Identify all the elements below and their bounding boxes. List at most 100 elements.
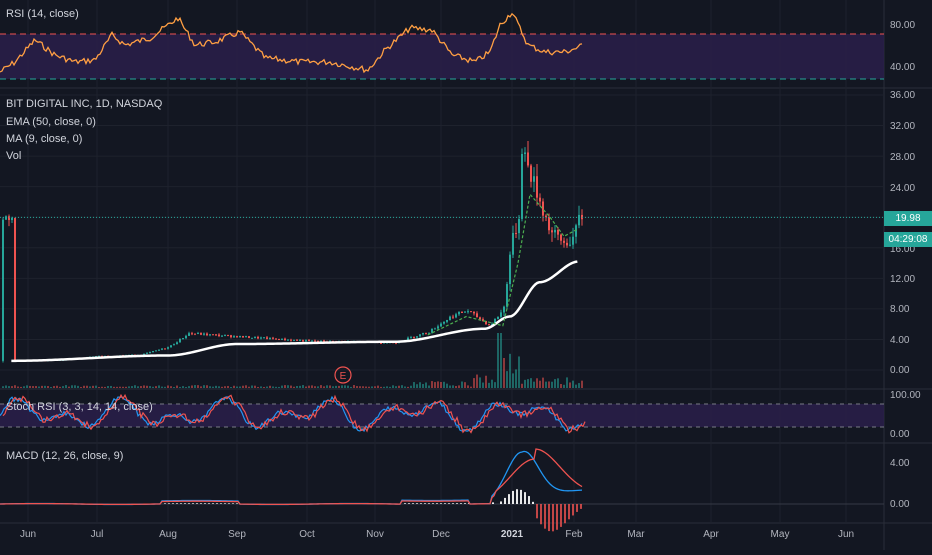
candle-body xyxy=(254,336,256,338)
volume-bar xyxy=(257,386,259,388)
volume-bar xyxy=(137,386,139,388)
volume-bar xyxy=(356,386,358,388)
volume-bar xyxy=(35,386,37,388)
candle-body xyxy=(209,334,211,336)
macd-label[interactable]: MACD (12, 26, close, 9) xyxy=(6,450,124,462)
volume-bar xyxy=(371,386,373,388)
volume-bar xyxy=(254,385,256,388)
volume-bar xyxy=(482,382,484,388)
macd-histogram-bar xyxy=(460,503,462,504)
macd-histogram-bar xyxy=(500,501,502,504)
macd-histogram-bar xyxy=(516,489,518,504)
volume-bar xyxy=(509,353,511,388)
volume-bar xyxy=(146,385,148,388)
candle-body xyxy=(269,337,271,339)
symbol-title[interactable]: BIT DIGITAL INC, 1D, NASDAQ xyxy=(6,98,163,110)
volume-bar xyxy=(269,385,271,388)
macd-histogram-bar xyxy=(212,503,214,504)
macd-histogram-bar xyxy=(204,503,206,504)
macd-histogram-bar xyxy=(180,503,182,504)
candle-body xyxy=(494,319,496,325)
volume-bar xyxy=(287,385,289,388)
volume-bar xyxy=(473,378,475,388)
candle-body xyxy=(539,197,541,202)
volume-bar xyxy=(236,386,238,388)
volume-bar xyxy=(575,384,577,388)
volume-label[interactable]: Vol xyxy=(6,150,22,162)
volume-bar xyxy=(443,381,445,388)
macd-histogram-bar xyxy=(224,503,226,504)
volume-bar xyxy=(92,385,94,388)
macd-histogram-bar xyxy=(232,503,234,504)
volume-bar xyxy=(344,385,346,388)
candle-body xyxy=(413,337,415,339)
candle-body xyxy=(380,343,382,345)
volume-bar xyxy=(32,386,34,388)
earnings-marker-label: E xyxy=(340,371,347,382)
volume-bar xyxy=(272,386,274,388)
volume-bar xyxy=(536,378,538,388)
candle-body xyxy=(548,216,550,231)
candle-body xyxy=(278,339,280,341)
volume-bar xyxy=(179,386,181,388)
macd-histogram-bar xyxy=(188,503,190,504)
volume-bar xyxy=(2,386,4,388)
macd-histogram-bar xyxy=(456,503,458,504)
volume-bar xyxy=(281,385,283,388)
price-tick-0: 0.00 xyxy=(890,365,910,376)
volume-bar xyxy=(197,385,199,388)
macd-histogram-bar xyxy=(416,503,418,504)
macd-histogram-bar xyxy=(564,504,566,524)
rsi-label[interactable]: RSI (14, close) xyxy=(6,8,79,20)
macd-histogram-bar xyxy=(512,490,514,504)
candle-body xyxy=(551,230,553,233)
volume-bar xyxy=(260,386,262,388)
volume-bar xyxy=(245,385,247,388)
volume-bar xyxy=(491,379,493,388)
volume-bar xyxy=(566,377,568,388)
stoch-tick-0: 0.00 xyxy=(890,429,910,440)
candle-body xyxy=(281,338,283,340)
candle-body xyxy=(503,306,505,313)
macd-histogram-bar xyxy=(408,503,410,504)
volume-bar xyxy=(572,380,574,388)
macd-histogram-bar xyxy=(196,503,198,504)
candle-body xyxy=(272,337,274,339)
volume-bar xyxy=(86,385,88,388)
candle-body xyxy=(146,352,148,354)
candle-body xyxy=(572,236,574,245)
volume-bar xyxy=(125,386,127,388)
volume-bar xyxy=(143,385,145,388)
candle-body xyxy=(143,353,145,356)
ema-label[interactable]: EMA (50, close, 0) xyxy=(6,116,96,128)
volume-bar xyxy=(434,382,436,388)
volume-bar xyxy=(41,385,43,388)
candle-body xyxy=(287,339,289,341)
candle-body xyxy=(218,334,220,337)
volume-bar xyxy=(425,382,427,388)
macd-histogram-bar xyxy=(184,503,186,504)
candle-body xyxy=(506,284,508,307)
candle-body xyxy=(248,336,250,338)
volume-bar xyxy=(296,385,298,388)
stoch-band xyxy=(0,404,884,427)
ma-label[interactable]: MA (9, close, 0) xyxy=(6,133,83,145)
volume-bar xyxy=(71,385,73,388)
macd-histogram-bar xyxy=(508,494,510,504)
stoch-rsi-label[interactable]: Stoch RSI (3, 3, 14, 14, close) xyxy=(6,401,153,413)
volume-bar xyxy=(350,386,352,388)
volume-bar xyxy=(263,386,265,388)
macd-histogram-bar xyxy=(200,503,202,504)
volume-bar xyxy=(167,385,169,388)
volume-bar xyxy=(530,378,532,388)
volume-bar xyxy=(8,386,10,388)
candle-body xyxy=(191,333,193,335)
volume-bar xyxy=(164,386,166,388)
candle-body xyxy=(449,316,451,320)
volume-bar xyxy=(89,386,91,388)
volume-bar xyxy=(383,386,385,388)
volume-bar xyxy=(416,384,418,388)
volume-bar xyxy=(158,385,160,388)
